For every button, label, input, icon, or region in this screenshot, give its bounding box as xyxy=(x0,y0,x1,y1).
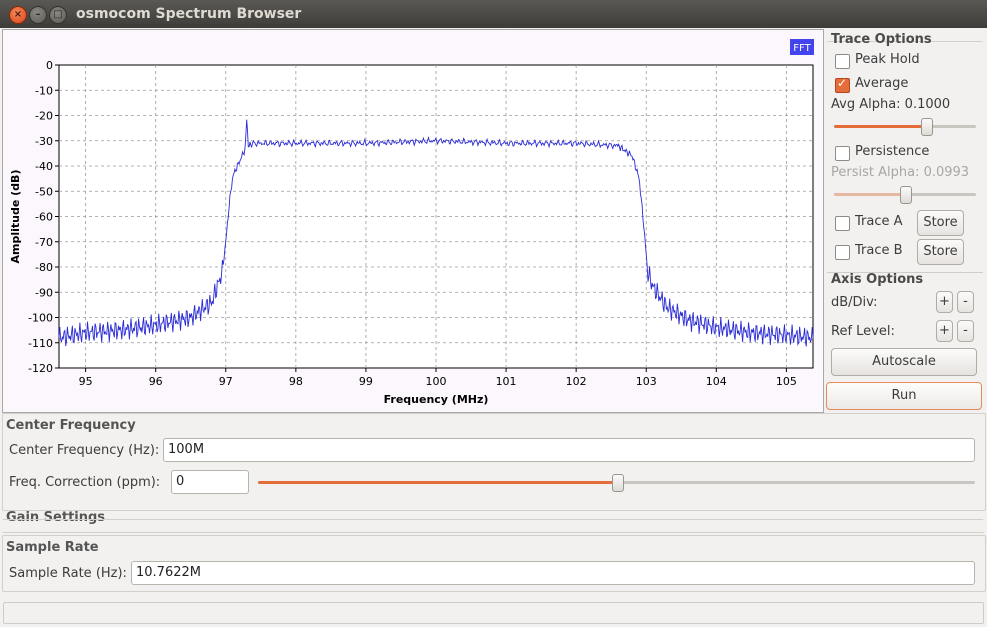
y-tick-label: -20 xyxy=(35,110,53,123)
y-tick-label: -40 xyxy=(35,160,53,173)
x-tick-label: 97 xyxy=(219,375,233,388)
x-tick-label: 101 xyxy=(496,375,517,388)
y-tick-label: -90 xyxy=(35,286,53,299)
trace-options-title: Trace Options xyxy=(831,32,932,47)
db-div-plus-button[interactable]: + xyxy=(936,291,953,313)
sample-rate-title: Sample Rate xyxy=(6,540,99,555)
gain-settings-title: Gain Settings xyxy=(6,510,106,525)
y-tick-label: -120 xyxy=(28,362,53,375)
close-icon[interactable]: × xyxy=(9,6,27,24)
status-bar xyxy=(3,602,984,624)
trace-b-label: Trace B xyxy=(855,243,903,258)
fft-badge xyxy=(790,39,814,55)
x-tick-label: 98 xyxy=(289,375,303,388)
run-button[interactable]: Run xyxy=(826,382,982,410)
ref-level-minus-button[interactable]: - xyxy=(957,320,974,342)
spectrum-trace xyxy=(58,119,814,347)
x-tick-label: 100 xyxy=(426,375,447,388)
autoscale-button[interactable]: Autoscale xyxy=(831,348,977,376)
freq-correction-handle[interactable] xyxy=(611,474,624,492)
spectrum-chart: 0 -10 -20 -30 -40 -50 -60 -70 -80 -90 -100 -110 -120… xyxy=(9,39,814,406)
db-div-label: dB/Div: xyxy=(831,295,878,310)
persist-alpha-handle[interactable] xyxy=(900,186,912,204)
y-tick-label: -80 xyxy=(35,261,53,274)
avg-alpha-handle[interactable] xyxy=(921,118,934,136)
ref-level-plus-button[interactable]: + xyxy=(936,320,953,342)
center-frequency-group xyxy=(2,413,986,511)
persistence-label: Persistence xyxy=(855,144,930,159)
x-tick-label: 102 xyxy=(566,375,587,388)
y-tick-label: -10 xyxy=(35,84,53,97)
y-axis-label: Amplitude (dB) xyxy=(9,170,22,264)
x-tick-label: 99 xyxy=(359,375,373,388)
trace-options-frame xyxy=(827,41,983,274)
x-tick-label: 96 xyxy=(149,375,163,388)
x-tick-label: 103 xyxy=(636,375,657,388)
y-tick-label: -110 xyxy=(28,337,53,350)
center-frequency-label: Center Frequency (Hz): xyxy=(9,443,160,458)
persistence-checkbox[interactable] xyxy=(835,146,850,161)
peak-hold-label: Peak Hold xyxy=(855,52,920,67)
trace-b-store-button[interactable]: Store xyxy=(917,239,964,265)
x-tick-label: 104 xyxy=(706,375,727,388)
y-tick-label: -70 xyxy=(35,236,53,249)
avg-alpha-label: Avg Alpha: 0.1000 xyxy=(831,97,951,112)
section-divider xyxy=(827,272,983,273)
x-tick-label: 105 xyxy=(776,375,797,388)
ref-level-label: Ref Level: xyxy=(831,324,895,339)
x-axis-label: Frequency (MHz) xyxy=(384,393,489,406)
freq-correction-fill xyxy=(258,481,617,484)
y-tick-label: 0 xyxy=(46,59,53,72)
db-div-minus-button[interactable]: - xyxy=(957,291,974,313)
gain-settings-group xyxy=(2,519,984,533)
peak-hold-checkbox[interactable] xyxy=(835,54,850,69)
y-tick-label: -30 xyxy=(35,135,53,148)
x-tick-label: 95 xyxy=(79,375,93,388)
center-frequency-input[interactable]: 100M xyxy=(163,438,975,462)
persist-alpha-label: Persist Alpha: 0.0993 xyxy=(831,165,970,180)
title-bar: × – □ osmocom Spectrum Browser xyxy=(0,0,987,28)
trace-b-checkbox[interactable] xyxy=(835,245,850,260)
sample-rate-input[interactable]: 10.7622M xyxy=(131,561,975,585)
trace-a-checkbox[interactable] xyxy=(835,216,850,231)
spectrum-plot[interactable]: 0 -10 -20 -30 -40 -50 -60 -70 -80 -90 -100 -110 -120… xyxy=(2,29,824,413)
freq-correction-label: Freq. Correction (ppm): xyxy=(9,475,161,490)
trace-a-store-button[interactable]: Store xyxy=(917,210,964,236)
center-frequency-title: Center Frequency xyxy=(6,418,136,433)
trace-a-label: Trace A xyxy=(855,214,903,229)
maximize-icon[interactable]: □ xyxy=(49,6,67,24)
y-tick-label: -60 xyxy=(35,211,53,224)
y-tick-label: -50 xyxy=(35,185,53,198)
average-checkbox[interactable] xyxy=(835,76,850,93)
window-title: osmocom Spectrum Browser xyxy=(76,6,302,22)
minimize-icon[interactable]: – xyxy=(29,6,47,24)
freq-correction-input[interactable]: 0 xyxy=(171,470,249,494)
average-label: Average xyxy=(855,76,909,91)
side-panel: Trace Options Peak Hold Average Avg Alph… xyxy=(826,29,985,414)
y-tick-label: -100 xyxy=(28,312,53,325)
persist-alpha-fill xyxy=(834,193,905,196)
axis-options-title: Axis Options xyxy=(831,272,924,287)
avg-alpha-fill xyxy=(834,125,927,128)
fft-badge-label: FFT xyxy=(793,43,811,54)
sample-rate-label: Sample Rate (Hz): xyxy=(9,566,127,581)
sample-rate-group xyxy=(2,535,986,592)
